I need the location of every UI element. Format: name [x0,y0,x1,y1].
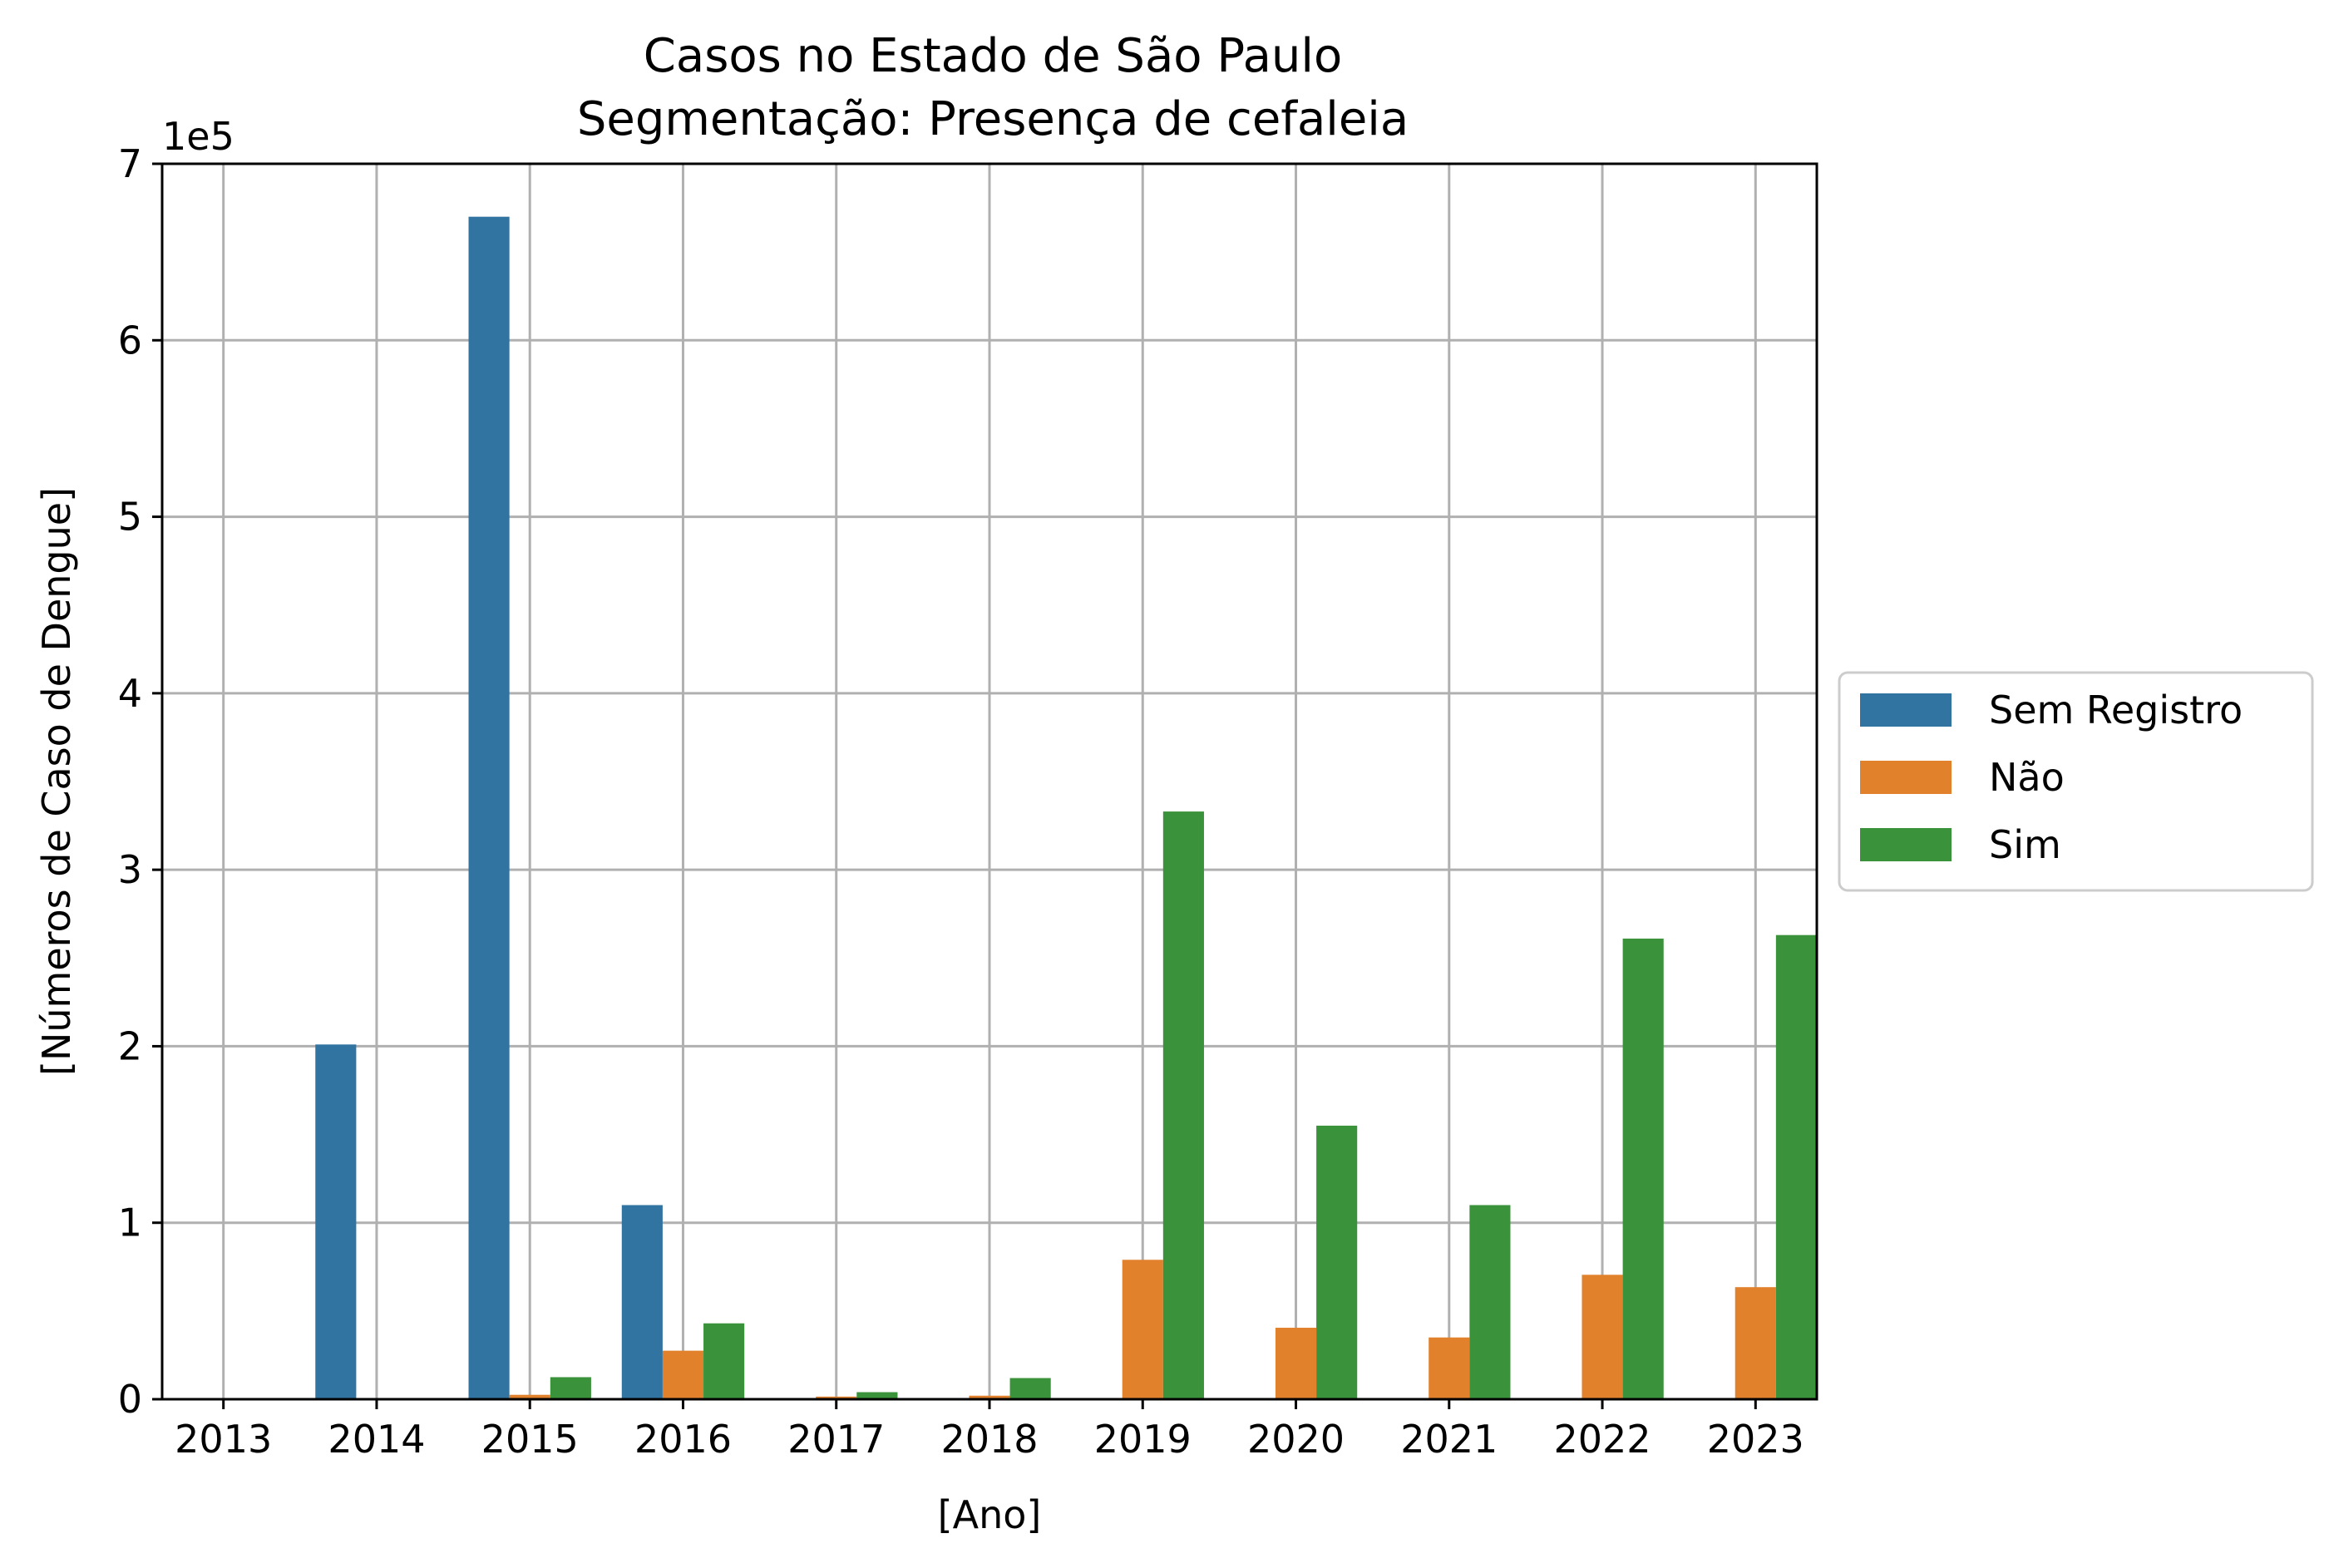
y-tick-label: 1 [118,1201,142,1245]
y-tick-label: 2 [118,1023,142,1068]
bar-sim-2015 [550,1377,591,1399]
x-tick-label: 2016 [634,1417,732,1462]
bar-sem-registro-2014 [315,1044,357,1399]
x-tick-label: 2021 [1400,1417,1498,1462]
bar-n-o-2016 [662,1350,704,1399]
bar-n-o-2015 [509,1394,550,1399]
bar-n-o-2018 [969,1395,1010,1399]
y-tick-label: 6 [118,318,142,362]
x-axis-label: [Ano] [938,1492,1042,1537]
chart-title-line-2: Segmentação: Presença de cefaleia [577,92,1409,146]
chart-title-line-1: Casos no Estado de São Paulo [644,29,1342,83]
y-tick-label: 5 [118,495,142,540]
y-tick-label: 0 [118,1377,142,1422]
bar-n-o-2020 [1275,1328,1317,1399]
legend-swatch [1860,828,1952,861]
bar-sem-registro-2016 [621,1205,663,1399]
legend-label: Sem Registro [1989,688,2243,732]
x-tick-label: 2019 [1094,1417,1192,1462]
x-tick-label: 2017 [787,1417,885,1462]
bars [315,216,1817,1400]
bar-sim-2016 [703,1323,745,1399]
y-axis-label: [Números de Caso de Dengue] [34,487,79,1076]
legend: Sem Registro Não Sim [1838,671,2314,892]
bar-n-o-2023 [1735,1287,1776,1399]
bar-sim-2018 [1009,1378,1051,1399]
legend-label: Não [1989,755,2065,800]
bar-sim-2020 [1316,1125,1358,1399]
bar-n-o-2022 [1582,1275,1623,1399]
bar-sim-2021 [1469,1205,1511,1399]
x-tick-label: 2020 [1247,1417,1345,1462]
legend-frame [1838,671,2314,892]
bar-sim-2019 [1162,811,1204,1399]
bar-n-o-2019 [1122,1260,1163,1399]
grid-lines [162,162,1817,1401]
x-tick-label: 2014 [328,1417,425,1462]
x-tick-label: 2018 [940,1417,1038,1462]
y-tick-label: 4 [118,671,142,716]
bar-sim-2017 [856,1392,898,1399]
legend-swatch [1860,693,1952,727]
y-tick-label: 7 [118,141,142,186]
x-ticks: 2013 2014 2015 2016 2017 2018 2019 2020 2021 2022… [175,1399,1804,1462]
legend-label: Sim [1989,822,2061,867]
bar-n-o-2021 [1429,1337,1470,1399]
x-tick-label: 2022 [1553,1417,1651,1462]
y-tick-label: 3 [118,847,142,892]
y-ticks: 0 1 2 3 4 5 6 7 [118,141,162,1422]
bar-sim-2023 [1775,934,1817,1399]
plot-frame [160,162,1818,1401]
bar-n-o-2017 [816,1396,857,1399]
x-tick-label: 2023 [1707,1417,1804,1462]
y-offset-label: 1e5 [162,114,234,159]
x-tick-label: 2015 [481,1417,579,1462]
x-tick-label: 2013 [175,1417,272,1462]
legend-swatch [1860,761,1952,794]
bar-sim-2022 [1622,938,1664,1399]
bar-sem-registro-2015 [468,216,510,1400]
